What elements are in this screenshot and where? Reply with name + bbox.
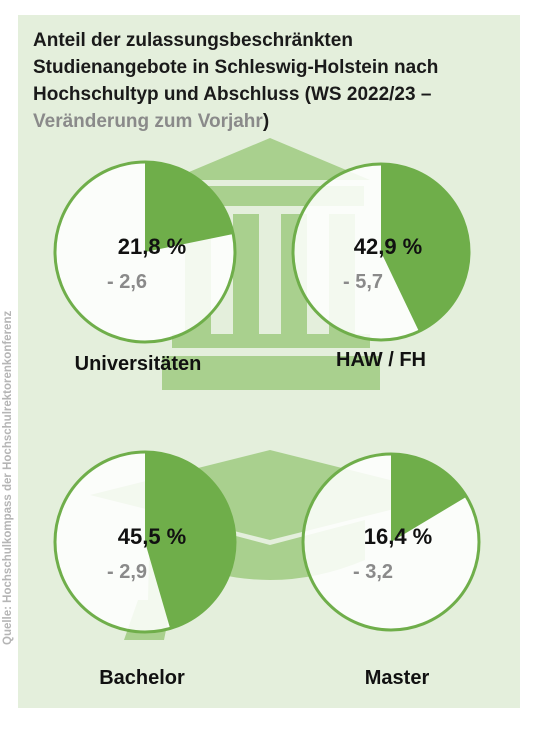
- chart-title: Anteil der zulassungsbeschränkten Studie…: [33, 30, 439, 132]
- category-label-haw-fh: HAW / FH: [336, 349, 426, 371]
- category-label-universitäten: Universitäten: [75, 353, 202, 375]
- category-label-master: Master: [365, 667, 430, 689]
- change-label-bachelor: - 2,9: [107, 561, 147, 583]
- pie-haw-fh: 42,9 % - 5,7 HAW / FH: [291, 162, 471, 371]
- pie-slice-master: [391, 454, 467, 542]
- pie-slice-universitäten: [145, 162, 234, 252]
- share-label-haw-fh: 42,9 %: [354, 234, 423, 259]
- pie-master: 16,4 % - 3,2 Master: [301, 452, 481, 689]
- pie-slice-bachelor: [145, 452, 236, 629]
- change-label-universitäten: - 2,6: [107, 271, 147, 293]
- change-label-master: - 3,2: [353, 561, 393, 583]
- share-label-master: 16,4 %: [364, 524, 433, 549]
- share-label-universitäten: 21,8 %: [118, 234, 187, 259]
- pie-slice-haw-fh: [381, 164, 470, 332]
- share-label-bachelor: 45,5 %: [118, 524, 187, 549]
- category-label-bachelor: Bachelor: [99, 667, 185, 689]
- chart-subtitle: Veränderung zum Vorjahr: [33, 111, 263, 132]
- change-label-haw-fh: - 5,7: [343, 271, 383, 293]
- pie-bachelor: 45,5 % - 2,9 Bachelor: [53, 450, 237, 689]
- pie-universitäten: 21,8 % - 2,6 Universitäten: [53, 160, 237, 375]
